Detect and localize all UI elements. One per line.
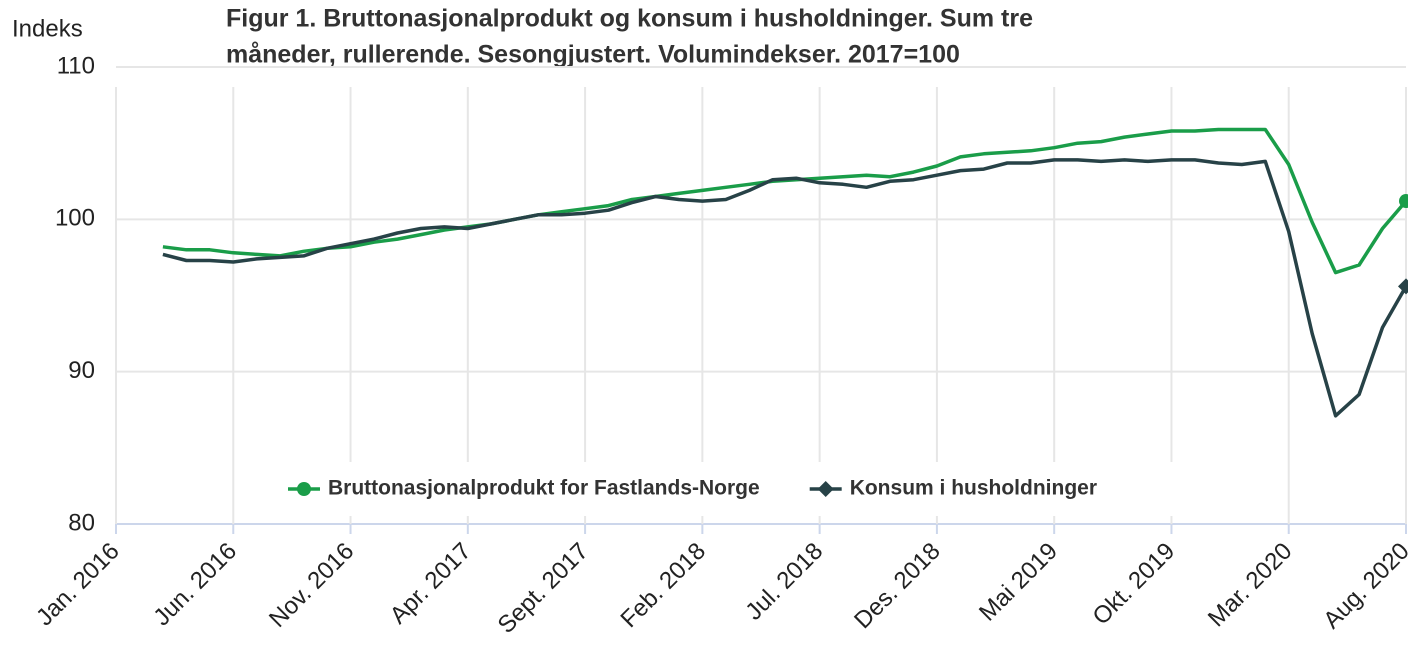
x-tick-label: Nov. 2016 [264,538,359,633]
x-tick-label: Mar. 2020 [1203,538,1298,633]
chart-title: måneder, rullerende. Sesongjustert. Volu… [226,41,960,69]
x-tick-label: Aug. 2020 [1318,538,1408,634]
x-tick-label: Des. 2018 [849,538,945,634]
legend-marker [817,481,834,497]
x-tick-label: Jul. 2018 [740,538,828,626]
y-tick-label: 90 [68,357,95,384]
legend-marker [297,482,311,496]
line [162,158,1408,418]
line-marker [1398,278,1408,295]
x-tick-label: Okt. 2019 [1088,538,1181,631]
y-axis-label: Indeks [12,15,83,42]
legend-label: Konsum i husholdninger [850,477,1097,500]
x-tick-label: Jan. 2016 [31,538,125,632]
x-tick-label: Sept. 2017 [493,538,594,639]
x-tick-label: Feb. 2018 [616,538,712,634]
y-tick-label: 110 [57,52,95,79]
chart-title: Figur 1. Bruttonasjonalprodukt og konsum… [226,5,1033,33]
legend-label: Bruttonasjonalprodukt for Fastlands-Norg… [328,477,760,500]
legend-background [270,462,1270,516]
y-tick-label: 100 [55,205,95,232]
x-tick-label: Jun. 2016 [148,538,242,632]
line [162,127,1408,275]
x-tick-label: Mai 2019 [974,538,1063,627]
line-marker [1399,194,1408,209]
x-tick-label: Apr. 2017 [385,538,477,630]
y-tick-label: 80 [68,509,95,536]
